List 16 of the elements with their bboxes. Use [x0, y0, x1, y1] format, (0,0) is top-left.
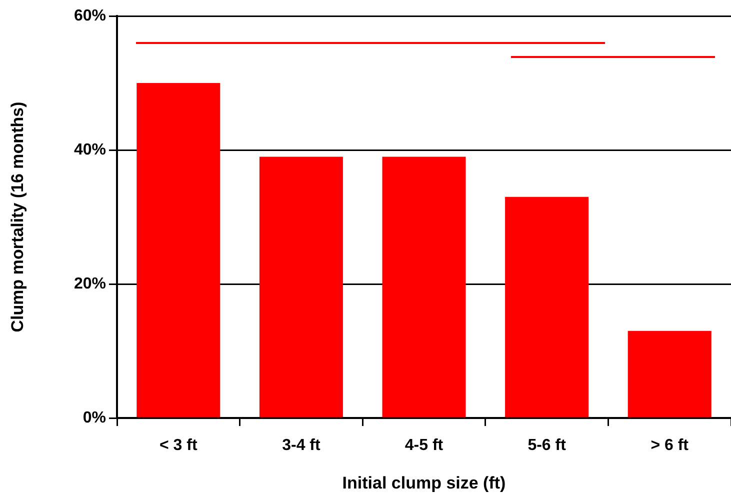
y-axis-title: Clump mortality (16 months) [8, 102, 27, 332]
bar [382, 156, 466, 418]
y-tick-label: 40% [74, 141, 106, 158]
x-tick-label: < 3 ft [160, 437, 198, 454]
x-tick-label: 3-4 ft [282, 437, 321, 454]
bar [628, 330, 712, 418]
x-tick-label: > 6 ft [650, 437, 690, 454]
x-tick-label: 4-5 ft [404, 437, 444, 454]
y-tick-label: 60% [74, 7, 106, 24]
bar [505, 196, 589, 418]
y-tick-label: 20% [74, 275, 106, 292]
x-axis-title: Initial clump size (ft) [342, 473, 506, 492]
x-tick-label: 5-6 ft [528, 437, 567, 454]
bar [136, 83, 220, 418]
bar [259, 156, 343, 418]
y-tick-label: 0% [82, 409, 106, 426]
